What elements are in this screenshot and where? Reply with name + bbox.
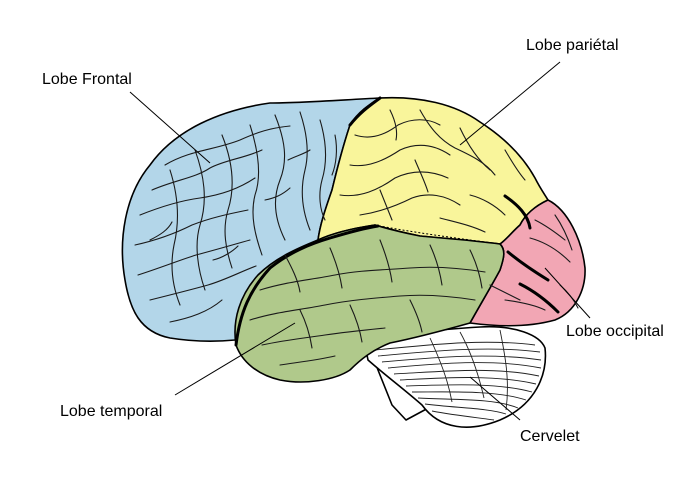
occipital-leader-line bbox=[544, 267, 591, 319]
lateral-sulcus bbox=[234, 224, 380, 347]
frontal-leader-line bbox=[129, 91, 211, 164]
label-occipital-lobe: Lobe occipital bbox=[566, 323, 664, 340]
parietal-leader-line bbox=[459, 61, 561, 146]
cerebellum bbox=[364, 325, 547, 428]
temporal-lobe bbox=[234, 224, 505, 383]
label-cerebellum: Cervelet bbox=[520, 428, 580, 445]
temporal-gyri bbox=[249, 239, 486, 366]
label-frontal-lobe: Lobe Frontal bbox=[42, 71, 132, 88]
occipital-sulcus bbox=[506, 250, 550, 282]
central-sulcus bbox=[348, 96, 382, 127]
label-temporal-lobe: Lobe temporal bbox=[60, 403, 162, 420]
occipital-sulcus-2 bbox=[518, 282, 560, 314]
cerebellum-region bbox=[364, 325, 547, 428]
temporal-leader-line bbox=[174, 322, 296, 396]
parietal-temporal-boundary bbox=[374, 224, 501, 245]
frontal-gyri bbox=[134, 111, 337, 323]
parieto-occipital-sulcus bbox=[503, 194, 532, 230]
cerebellum-leader-line bbox=[469, 376, 521, 421]
cerebellum-folia bbox=[374, 329, 542, 421]
label-parietal-lobe: Lobe pariétal bbox=[526, 37, 619, 54]
parietal-gyri bbox=[339, 109, 526, 233]
